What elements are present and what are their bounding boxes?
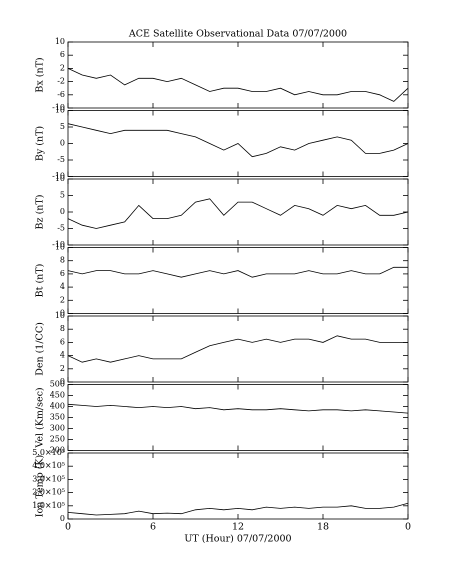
- y-tick-label: 500: [50, 380, 65, 389]
- data-line: [67, 335, 408, 363]
- y-tick-label: -2: [57, 77, 65, 86]
- data-line: [67, 198, 409, 229]
- y-axis-label: By (nT): [35, 126, 46, 161]
- y-tick-label: 10: [55, 174, 65, 183]
- y-axis-label: Ion Temp (K): [35, 455, 46, 517]
- y-tick-label: 6: [60, 50, 65, 59]
- data-line: [67, 403, 409, 414]
- y-tick-label: 0: [60, 309, 65, 318]
- y-tick-label: 10: [55, 311, 65, 320]
- y-tick-label: 8: [60, 324, 65, 333]
- y-tick-label: 10: [55, 243, 65, 252]
- data-line: [67, 266, 408, 278]
- x-tick-label: 6: [150, 522, 156, 533]
- y-tick-label: 4.0×10⁵: [32, 461, 65, 470]
- y-tick-label: 10: [55, 106, 65, 115]
- chart-title: ACE Satellite Observational Data 07/07/2…: [128, 29, 347, 40]
- y-tick-label: -10: [52, 172, 65, 181]
- x-axis-label: UT (Hour) 07/07/2000: [184, 534, 291, 545]
- y-tick-label: -10: [52, 240, 65, 249]
- data-line: [67, 68, 409, 102]
- y-axis-label: Vel (Km/sec): [35, 387, 46, 448]
- y-tick-label: 2.0×10⁵: [32, 488, 65, 497]
- y-tick-label: 400: [50, 402, 65, 411]
- data-line: [67, 502, 409, 516]
- y-axis-label: Bx (nT): [35, 57, 46, 92]
- y-tick-label: -10: [52, 103, 65, 112]
- y-tick-label: 2: [60, 364, 65, 373]
- y-tick-label: 4: [60, 282, 65, 291]
- y-tick-label: 0: [60, 139, 65, 148]
- y-tick-label: 2: [60, 295, 65, 304]
- y-tick-label: -5: [57, 224, 65, 233]
- y-tick-label: 350: [50, 413, 65, 422]
- y-tick-label: 6: [60, 337, 65, 346]
- x-tick-label: 12: [232, 522, 244, 533]
- y-tick-label: 0: [60, 377, 65, 386]
- y-axis-label: Bz (nT): [35, 195, 46, 230]
- y-tick-label: 5: [60, 122, 65, 131]
- y-tick-label: 2: [60, 63, 65, 72]
- x-tick-label: 18: [317, 522, 329, 533]
- y-tick-label: 10: [55, 37, 65, 46]
- y-tick-label: 250: [50, 435, 65, 444]
- y-tick-label: 0: [60, 207, 65, 216]
- y-tick-label: 4: [60, 351, 65, 360]
- y-tick-label: 6: [60, 269, 65, 278]
- y-axis-label: Bt (nT): [35, 264, 46, 298]
- x-tick-label: 0: [65, 522, 71, 533]
- y-tick-label: 200: [50, 446, 65, 455]
- y-tick-label: 8: [60, 256, 65, 265]
- y-tick-label: -5: [57, 155, 65, 164]
- y-tick-label: 450: [50, 391, 65, 400]
- y-tick-label: 1.0×10⁵: [32, 501, 65, 510]
- x-tick-label: 0: [405, 522, 411, 533]
- y-tick-label: 3.0×10⁵: [32, 474, 65, 483]
- y-tick-label: 300: [50, 424, 65, 433]
- data-line: [67, 123, 409, 158]
- y-tick-label: 5: [60, 191, 65, 200]
- y-tick-label: -6: [57, 90, 65, 99]
- y-tick-label: 0: [60, 514, 65, 523]
- y-axis-label: Den (1/CC): [35, 322, 46, 376]
- y-tick-label: 5.0×10⁵: [32, 448, 65, 457]
